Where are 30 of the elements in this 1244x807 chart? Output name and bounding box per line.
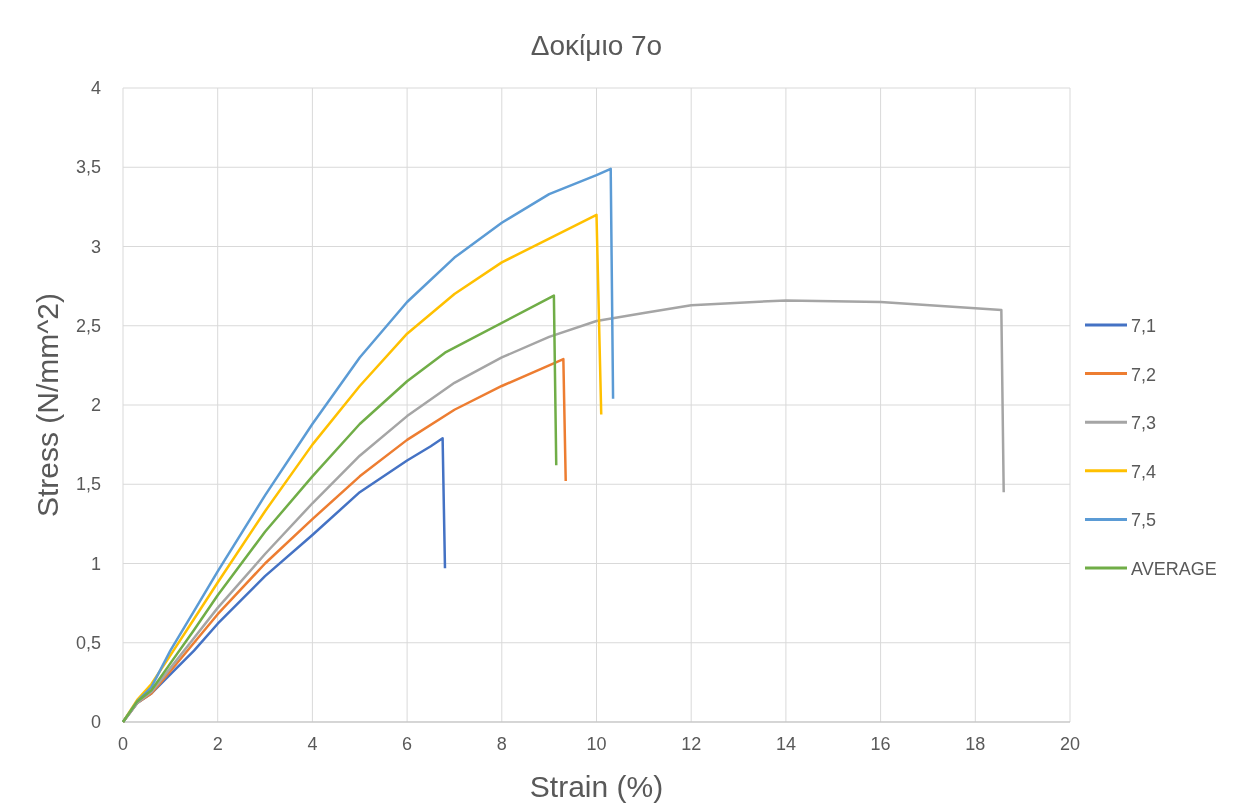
y-tick-label: 3	[90, 236, 101, 257]
legend-label: 7,3	[1131, 413, 1157, 434]
y-tick-label: 2	[90, 395, 101, 415]
x-tick-label: 16	[870, 734, 891, 754]
y-tick-label: 1	[90, 553, 101, 574]
y-axis-title: Stress (N/mm^2)	[31, 292, 64, 518]
y-tick-label: 3,5	[75, 157, 101, 178]
x-tick-label: 18	[965, 734, 986, 754]
y-tick-label: 2,5	[75, 315, 101, 336]
legend-label: AVERAGE	[1131, 559, 1217, 579]
x-tick-label: 14	[775, 734, 796, 754]
legend-label: 7,4	[1131, 461, 1157, 482]
chart-title: Δοκίμιο 7ο	[530, 30, 663, 61]
legend-label: 7,1	[1131, 316, 1157, 336]
x-tick-label: 4	[307, 734, 318, 754]
x-axis-title: Strain (%)	[529, 770, 664, 803]
y-tick-label: 1,5	[75, 474, 101, 495]
x-tick-label: 2	[212, 734, 223, 754]
x-tick-label: 8	[496, 734, 507, 754]
legend-label: 7,2	[1131, 364, 1157, 385]
y-tick-label: 4	[90, 78, 101, 98]
x-tick-label: 20	[1059, 734, 1081, 754]
x-tick-label: 6	[402, 734, 413, 754]
x-tick-label: 0	[117, 734, 129, 754]
legend-label: 7,5	[1131, 510, 1157, 531]
line-series	[121, 294, 558, 724]
y-tick-label: 0,5	[75, 632, 101, 653]
y-tick-label: 0	[90, 712, 101, 732]
x-tick-label: 12	[681, 734, 702, 754]
x-tick-label: 10	[586, 734, 607, 754]
